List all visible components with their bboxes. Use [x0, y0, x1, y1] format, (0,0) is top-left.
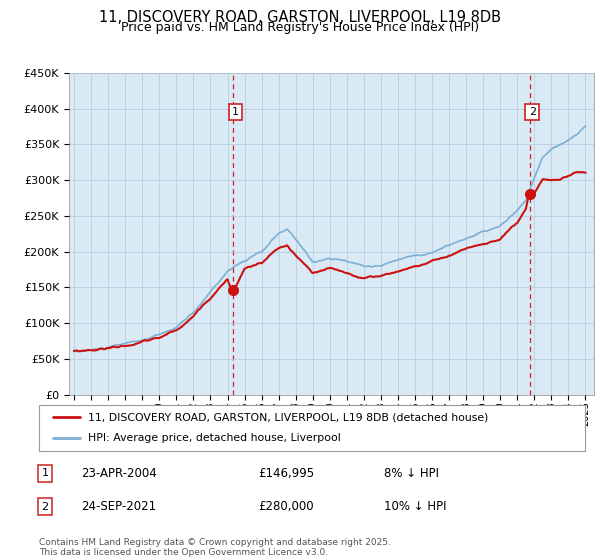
Text: 1: 1 — [41, 468, 49, 478]
Text: 2: 2 — [41, 502, 49, 512]
FancyBboxPatch shape — [39, 405, 585, 451]
Text: 10% ↓ HPI: 10% ↓ HPI — [384, 500, 446, 514]
Text: 1: 1 — [232, 107, 239, 117]
Text: 8% ↓ HPI: 8% ↓ HPI — [384, 466, 439, 480]
Text: 24-SEP-2021: 24-SEP-2021 — [81, 500, 156, 514]
Text: 23-APR-2004: 23-APR-2004 — [81, 466, 157, 480]
Text: HPI: Average price, detached house, Liverpool: HPI: Average price, detached house, Live… — [88, 433, 341, 444]
Text: 2: 2 — [529, 107, 536, 117]
Text: 11, DISCOVERY ROAD, GARSTON, LIVERPOOL, L19 8DB: 11, DISCOVERY ROAD, GARSTON, LIVERPOOL, … — [99, 10, 501, 25]
Text: 11, DISCOVERY ROAD, GARSTON, LIVERPOOL, L19 8DB (detached house): 11, DISCOVERY ROAD, GARSTON, LIVERPOOL, … — [88, 412, 488, 422]
Text: Contains HM Land Registry data © Crown copyright and database right 2025.
This d: Contains HM Land Registry data © Crown c… — [39, 538, 391, 557]
Text: Price paid vs. HM Land Registry's House Price Index (HPI): Price paid vs. HM Land Registry's House … — [121, 21, 479, 34]
Text: £146,995: £146,995 — [258, 466, 314, 480]
Text: £280,000: £280,000 — [258, 500, 314, 514]
